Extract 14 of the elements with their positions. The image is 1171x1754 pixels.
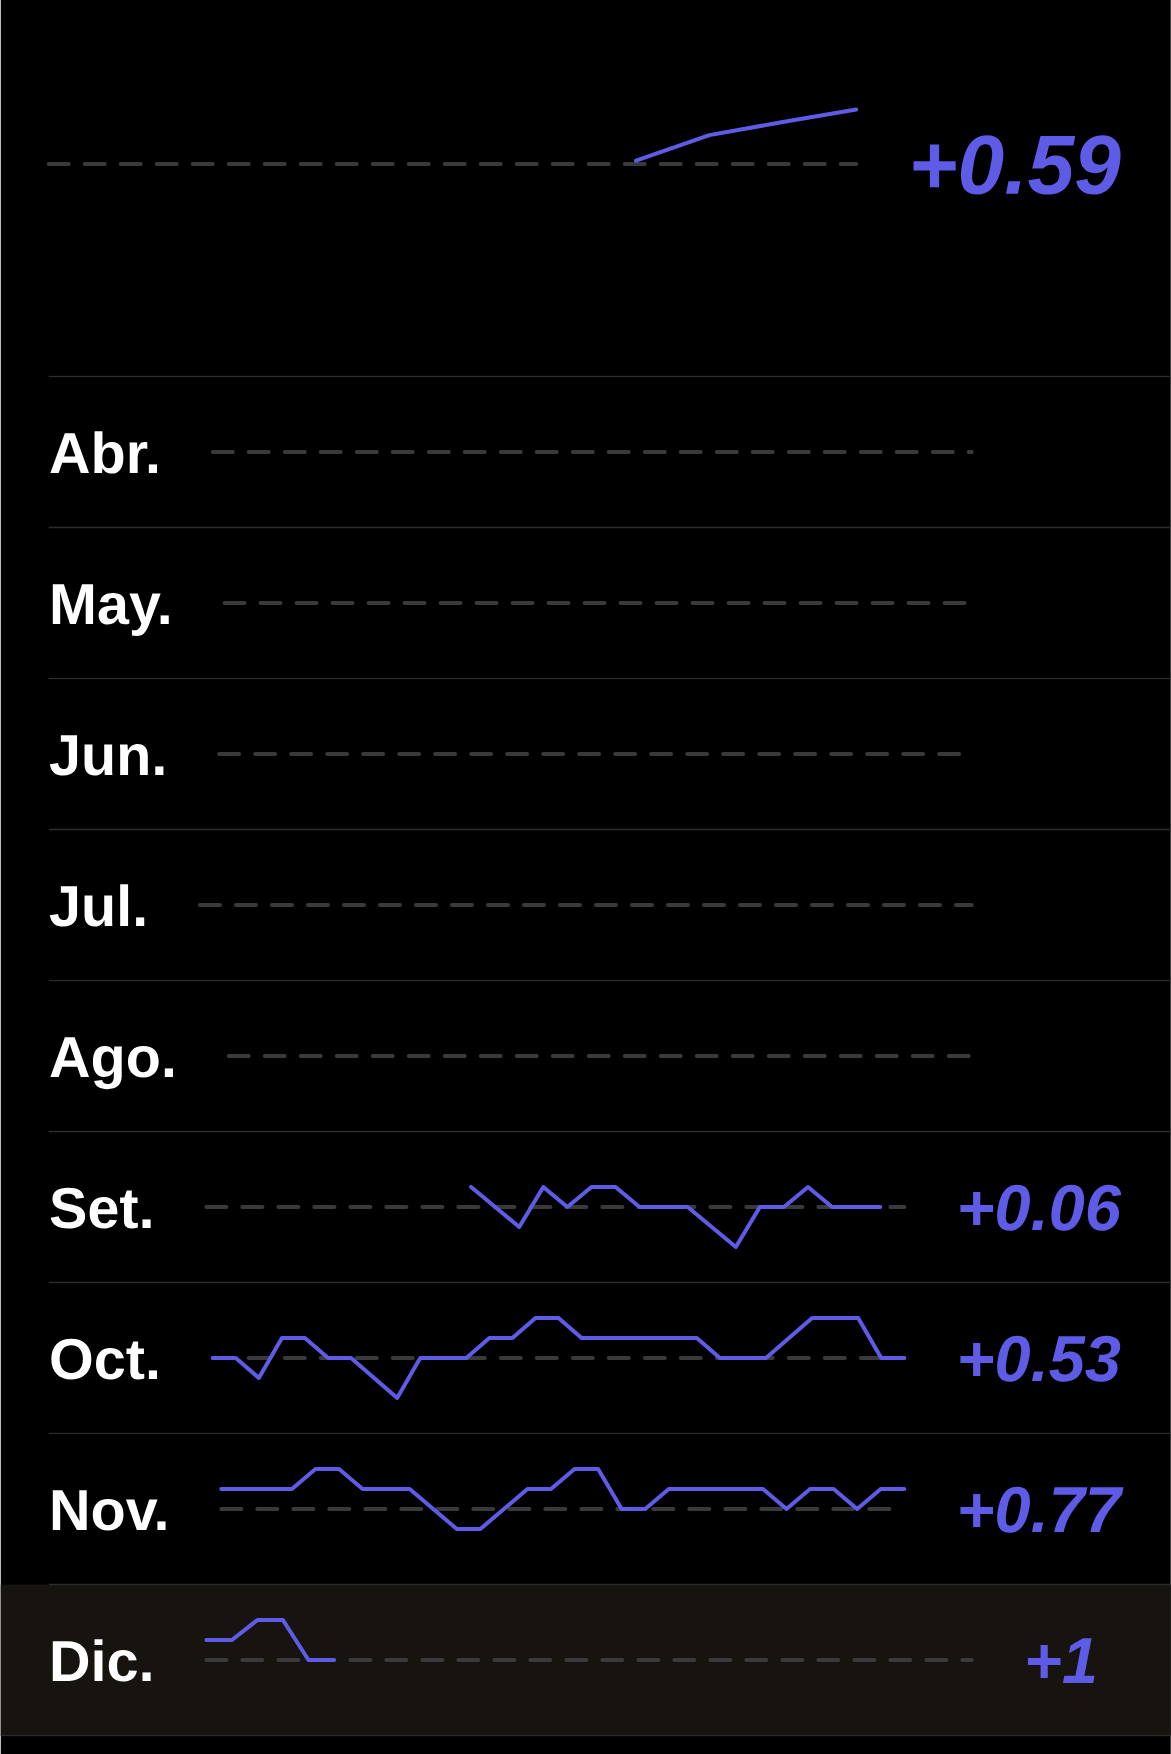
- text: Abr.: [50, 431, 157, 474]
- text: May.: [52, 584, 169, 636]
- chart-title: Dic.: [52, 1639, 151, 1682]
- text: +0.59: [913, 135, 1121, 195]
- text: Jul.: [49, 884, 144, 927]
- text: +1: [1027, 1638, 1095, 1684]
- text: +0.53: [960, 1335, 1120, 1382]
- text: Jun.: [49, 735, 164, 776]
- text: Ago.: [50, 1037, 173, 1090]
- text: +0.77: [960, 1486, 1124, 1533]
- text: +0.06: [960, 1184, 1122, 1231]
- chart-title: Nov.: [52, 1490, 166, 1531]
- chart-title: Oct.: [51, 1338, 157, 1380]
- chart-title: Set.: [50, 1187, 151, 1229]
